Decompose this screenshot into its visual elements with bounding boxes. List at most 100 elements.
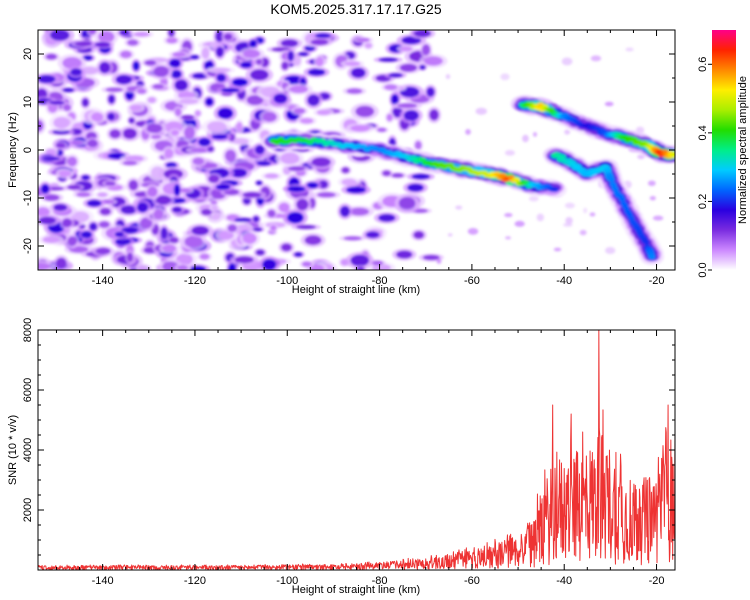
noise-blob	[384, 84, 398, 90]
noise-blob	[227, 224, 237, 232]
colorbar-tick-label: 0.2	[697, 194, 709, 209]
noise-blob	[315, 56, 324, 67]
noise-blob	[256, 160, 272, 166]
noise-blob	[125, 90, 134, 101]
noise-blob	[120, 50, 132, 59]
noise-blob	[382, 170, 391, 177]
noise-blob	[371, 260, 384, 266]
noise-blob	[208, 175, 220, 183]
noise-blob	[346, 88, 363, 94]
noise-blob	[399, 63, 418, 72]
noise-blob	[216, 73, 227, 83]
ridge-blob-branch-echo	[621, 204, 630, 210]
noise-blob	[223, 33, 233, 41]
noise-blob	[287, 185, 306, 193]
noise-blob	[179, 98, 199, 105]
noise-blob	[349, 207, 370, 216]
noise-blob	[88, 30, 97, 35]
spectrogram-x-tick-label: -40	[556, 275, 572, 287]
noise-blob	[104, 181, 116, 186]
ridge-blob-branch-echo	[648, 254, 656, 260]
noise-blob	[281, 61, 289, 70]
noise-blob	[378, 213, 396, 222]
noise-blob	[121, 226, 139, 234]
snr-x-tick-label: -60	[464, 575, 480, 587]
spectrogram-x-tick-label: -80	[372, 275, 388, 287]
ridge-blob-branch-echo	[627, 215, 636, 221]
noise-blob	[252, 215, 260, 223]
noise-blob	[194, 110, 201, 117]
noise-blob	[122, 128, 137, 139]
figure-title: KOM5.2025.317.17.17.G25	[270, 1, 441, 17]
snr-x-tick-label: -40	[556, 575, 572, 587]
noise-blob	[82, 55, 93, 61]
noise-blob	[255, 180, 263, 186]
noise-blob	[53, 116, 70, 129]
noise-blob	[55, 142, 66, 149]
noise-blob	[287, 50, 295, 62]
noise-blob	[98, 221, 110, 228]
noise-blob	[310, 39, 329, 46]
noise-blob	[155, 195, 171, 205]
faint-blob	[455, 205, 463, 210]
noise-blob	[115, 74, 132, 85]
faint-blob	[605, 246, 616, 254]
noise-blob	[236, 121, 243, 132]
noise-blob	[205, 97, 214, 107]
noise-blob	[414, 141, 422, 150]
noise-blob	[270, 225, 277, 231]
noise-blob	[62, 87, 75, 93]
noise-blob	[150, 134, 162, 140]
faint-blob	[436, 258, 442, 264]
noise-blob	[364, 42, 373, 49]
faint-blob	[536, 213, 545, 222]
snr-x-tick-label: -140	[92, 575, 114, 587]
noise-blob	[254, 144, 265, 155]
noise-blob	[350, 254, 370, 267]
noise-blob	[252, 227, 263, 232]
noise-blob	[255, 249, 265, 256]
noise-blob	[341, 178, 357, 186]
noise-blob	[67, 236, 78, 246]
noise-blob	[262, 112, 277, 122]
faint-blob	[590, 55, 602, 62]
faint-blob	[589, 212, 596, 217]
spectrogram-x-tick-label: -120	[184, 275, 206, 287]
noise-blob	[199, 253, 210, 260]
noise-blob	[169, 237, 179, 244]
noise-blob	[296, 198, 309, 211]
noise-blob	[400, 46, 413, 52]
ridge-blob-main-echo	[551, 186, 559, 193]
ridge-blob-main-echo	[498, 172, 507, 179]
noise-blob	[89, 222, 98, 231]
noise-blob	[344, 61, 361, 67]
noise-blob	[40, 184, 50, 194]
noise-blob	[398, 197, 416, 209]
noise-blob	[262, 258, 277, 270]
faint-blob	[564, 202, 575, 209]
spectrogram-x-axis-label: Height of straight line (km)	[292, 284, 420, 296]
colorbar-tick-label: 0.0	[697, 262, 709, 277]
noise-blob	[189, 265, 206, 270]
ridge-blob-branch-echo	[642, 239, 650, 245]
faint-blob	[504, 213, 513, 218]
faint-blob	[522, 134, 529, 143]
noise-blob	[280, 39, 299, 48]
noise-blob	[63, 104, 71, 112]
faint-blob	[553, 247, 562, 252]
noise-blob	[346, 186, 366, 194]
noise-blob	[267, 209, 276, 218]
noise-blob	[356, 37, 370, 42]
faint-blob	[604, 101, 614, 107]
noise-blob	[109, 129, 121, 139]
noise-blob	[280, 152, 300, 165]
noise-blob	[293, 108, 306, 114]
noise-blob	[407, 183, 424, 192]
spectrogram-y-tick-label: 0	[22, 147, 34, 153]
noise-blob	[234, 256, 254, 264]
noise-blob	[242, 192, 262, 198]
noise-blob	[174, 108, 182, 117]
noise-blob	[307, 68, 326, 76]
noise-blob	[58, 170, 71, 177]
